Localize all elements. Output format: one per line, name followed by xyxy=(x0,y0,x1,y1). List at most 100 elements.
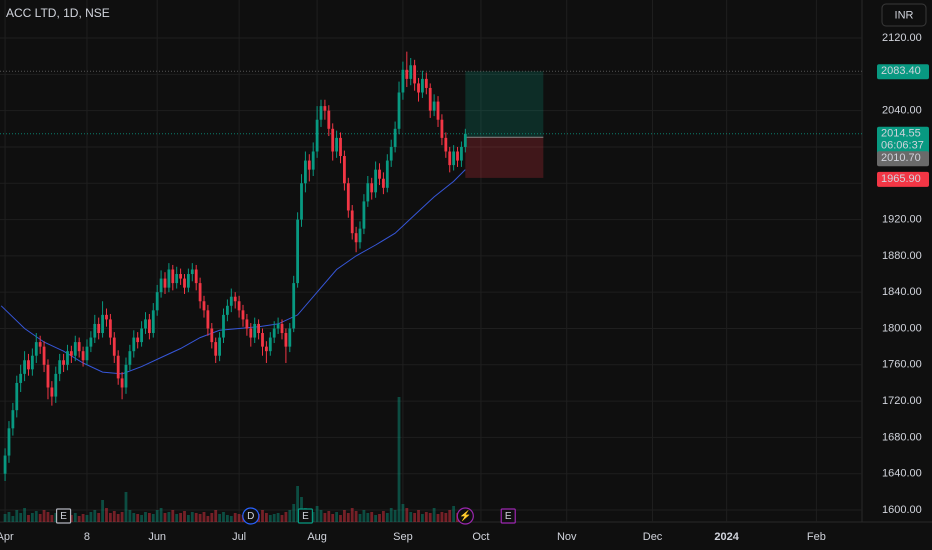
candle-body xyxy=(339,137,342,157)
stop-zone xyxy=(465,137,544,178)
y-tick-label: 1880.00 xyxy=(882,250,922,262)
position-tool xyxy=(0,70,862,178)
volume-bar xyxy=(77,516,81,522)
volume-bar xyxy=(198,514,202,522)
x-tick-label: Sep xyxy=(393,531,413,543)
candle-body xyxy=(186,274,190,288)
candle-body xyxy=(97,323,101,334)
candle-body xyxy=(206,310,210,329)
candle-body xyxy=(190,269,194,275)
volume-bar xyxy=(179,513,182,522)
candle-body xyxy=(147,319,151,334)
volume-bar xyxy=(105,508,108,522)
volume-bar xyxy=(448,510,452,522)
volume-bar xyxy=(11,516,15,522)
candle-body xyxy=(73,342,77,356)
volume-bar xyxy=(19,513,23,522)
y-tick-label: 1680.00 xyxy=(882,431,922,443)
volume-bar xyxy=(385,513,389,522)
candle-body xyxy=(54,373,58,397)
y-tick-label: 1760.00 xyxy=(882,359,922,371)
volume-bar xyxy=(428,513,432,522)
event-label: E xyxy=(302,511,309,522)
candle-body xyxy=(456,151,459,161)
candle-body xyxy=(327,110,331,129)
candle-body xyxy=(241,310,245,320)
price-tag-label: 2010.70 xyxy=(881,152,921,164)
candle-body xyxy=(81,351,85,361)
price-tag xyxy=(877,151,929,167)
volume-bar xyxy=(393,510,397,522)
candle-body xyxy=(218,337,221,356)
candle-body xyxy=(171,269,175,284)
volume-bar xyxy=(163,513,167,522)
volume-bar xyxy=(190,512,194,522)
volume-bar xyxy=(167,512,171,522)
candle-body xyxy=(378,169,381,179)
volume-bar xyxy=(3,514,7,522)
candle-body xyxy=(30,355,34,370)
candle-body xyxy=(151,310,155,334)
candle-body xyxy=(385,160,389,188)
candle-body xyxy=(463,133,467,147)
volume-bar xyxy=(323,513,327,522)
volume-bar xyxy=(97,513,101,522)
candle-body xyxy=(460,146,463,161)
candle-body xyxy=(58,360,62,374)
event-icon xyxy=(500,508,516,524)
candle-body xyxy=(292,283,296,329)
volume-bar xyxy=(421,514,424,522)
candle-body xyxy=(405,69,409,79)
candle-body xyxy=(159,278,163,293)
candle-body xyxy=(413,65,417,84)
volume-bar xyxy=(69,515,73,522)
candle-body xyxy=(222,314,225,338)
volume-bar xyxy=(405,508,409,522)
volume-bar xyxy=(101,500,104,522)
volume-bar xyxy=(151,514,155,522)
price-tag-label: 2014.55 xyxy=(881,128,921,140)
candle-body xyxy=(432,101,436,111)
volume-bar xyxy=(147,513,151,522)
volume-bar xyxy=(194,513,198,522)
candle-body xyxy=(124,364,128,388)
volume-bar xyxy=(210,513,214,522)
candle-body xyxy=(265,346,268,352)
volume-bar xyxy=(23,508,26,522)
event-icon xyxy=(297,508,314,524)
price-tag xyxy=(877,171,929,187)
candle-body xyxy=(389,146,393,161)
currency-label[interactable]: INR xyxy=(895,9,914,21)
volume-bar xyxy=(136,514,140,522)
volume-bar xyxy=(132,513,136,522)
candle-body xyxy=(179,274,182,279)
currency-button[interactable] xyxy=(881,3,927,27)
candle-body xyxy=(444,137,448,152)
candle-body xyxy=(284,333,288,347)
candle-body xyxy=(272,328,276,338)
x-tick-label: Jun xyxy=(148,531,166,543)
price-tag xyxy=(877,126,929,154)
candle-body xyxy=(144,319,147,329)
volume-bar xyxy=(233,513,237,522)
candle-body xyxy=(214,342,218,356)
volume-bar xyxy=(417,510,420,522)
candle-body xyxy=(300,183,303,220)
candle-body xyxy=(382,178,385,188)
candle-body xyxy=(346,183,350,211)
candle-body xyxy=(77,342,81,352)
candle-body xyxy=(374,169,378,193)
candle-body xyxy=(366,183,370,202)
volume-bar xyxy=(140,515,143,522)
volume-bar xyxy=(237,514,241,522)
volume-bar xyxy=(374,515,378,522)
volume-bar xyxy=(112,511,116,522)
volume-bar xyxy=(175,514,179,522)
candle-body xyxy=(452,151,456,166)
volume-bar xyxy=(218,514,221,522)
candle-body xyxy=(315,119,319,152)
target-zone xyxy=(465,71,544,138)
price-tag-label: 1965.90 xyxy=(881,173,921,185)
candle-body xyxy=(34,342,38,356)
x-tick-label: 2024 xyxy=(714,531,739,543)
